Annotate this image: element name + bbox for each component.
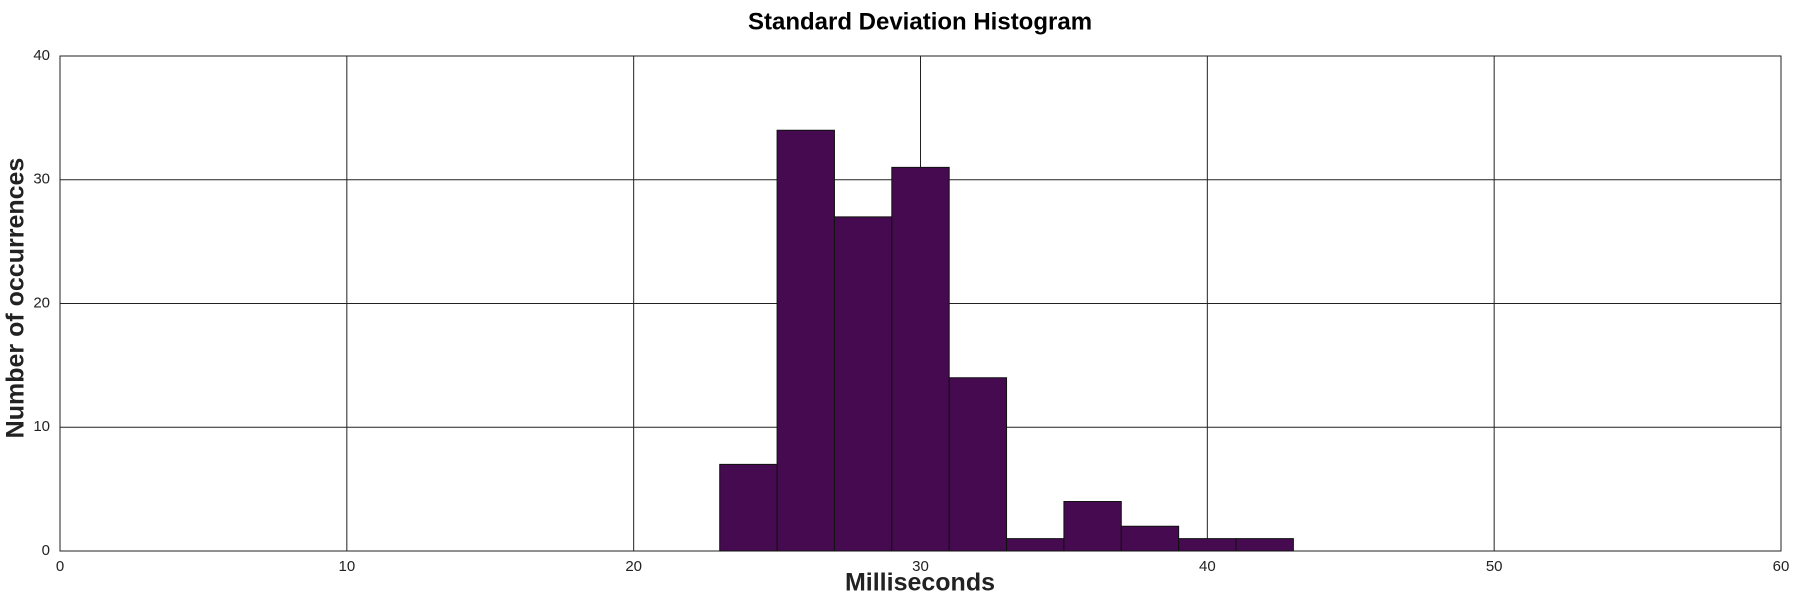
bar xyxy=(833,216,893,552)
bar xyxy=(948,377,1008,552)
bar xyxy=(891,166,950,552)
y-tick-label: 20 xyxy=(33,294,50,311)
x-axis-label: Milliseconds xyxy=(845,569,995,597)
bar xyxy=(1178,538,1237,552)
x-tick-label: 30 xyxy=(912,558,929,575)
y-tick-label: 10 xyxy=(33,418,50,435)
bar xyxy=(1235,538,1294,552)
x-tick-label: 10 xyxy=(338,558,355,575)
x-tick-label: 0 xyxy=(56,558,64,575)
x-tick-label: 20 xyxy=(625,558,642,575)
bar xyxy=(1006,538,1065,552)
bar xyxy=(719,463,778,552)
bar xyxy=(1063,501,1122,552)
bar xyxy=(1120,525,1180,552)
y-axis-label: Number of occurrences xyxy=(2,158,30,439)
x-tick-label: 60 xyxy=(1773,558,1790,575)
y-tick-label: 40 xyxy=(33,47,50,64)
x-tick-label: 40 xyxy=(1199,558,1216,575)
chart-title: Standard Deviation Histogram xyxy=(748,8,1092,35)
y-tick-label: 30 xyxy=(33,171,50,188)
bar xyxy=(776,129,835,552)
y-tick-label: 0 xyxy=(42,542,50,559)
x-tick-label: 50 xyxy=(1486,558,1503,575)
